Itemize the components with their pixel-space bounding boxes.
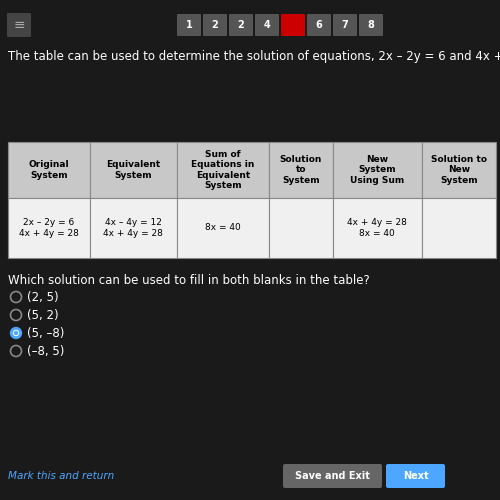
FancyBboxPatch shape xyxy=(281,14,305,36)
Text: ≡: ≡ xyxy=(13,18,25,32)
FancyBboxPatch shape xyxy=(422,198,496,258)
Text: 2: 2 xyxy=(212,20,218,30)
Text: (5, 2): (5, 2) xyxy=(27,308,58,322)
Text: (5, –8): (5, –8) xyxy=(27,326,64,340)
Text: Solution
to
System: Solution to System xyxy=(280,155,322,185)
FancyBboxPatch shape xyxy=(270,142,332,198)
FancyBboxPatch shape xyxy=(203,14,227,36)
FancyBboxPatch shape xyxy=(270,198,332,258)
Text: (–8, 5): (–8, 5) xyxy=(27,344,64,358)
FancyBboxPatch shape xyxy=(177,142,270,198)
Circle shape xyxy=(14,332,18,334)
Circle shape xyxy=(14,330,18,336)
Text: Solution to
New
System: Solution to New System xyxy=(431,155,487,185)
FancyBboxPatch shape xyxy=(177,198,270,258)
Text: The table can be used to determine the solution of equations, 2x – 2y = 6 and 4x: The table can be used to determine the s… xyxy=(8,50,500,63)
FancyBboxPatch shape xyxy=(8,198,89,258)
FancyBboxPatch shape xyxy=(229,14,253,36)
FancyBboxPatch shape xyxy=(307,14,331,36)
Text: 7: 7 xyxy=(342,20,348,30)
Text: 6: 6 xyxy=(316,20,322,30)
Text: Equivalent
System: Equivalent System xyxy=(106,160,160,180)
Text: Sum of
Equations in
Equivalent
System: Sum of Equations in Equivalent System xyxy=(192,150,255,190)
Text: 8x = 40: 8x = 40 xyxy=(206,224,241,232)
Text: 4x + 4y = 28
8x = 40: 4x + 4y = 28 8x = 40 xyxy=(348,218,407,238)
FancyBboxPatch shape xyxy=(332,198,422,258)
FancyBboxPatch shape xyxy=(386,464,445,488)
Text: Mark this and return: Mark this and return xyxy=(8,471,114,481)
FancyBboxPatch shape xyxy=(7,13,31,37)
FancyBboxPatch shape xyxy=(283,464,382,488)
Text: 8: 8 xyxy=(368,20,374,30)
FancyBboxPatch shape xyxy=(255,14,279,36)
FancyBboxPatch shape xyxy=(422,142,496,198)
Circle shape xyxy=(10,328,22,338)
Text: Next: Next xyxy=(402,471,428,481)
Text: 4x – 4y = 12
4x + 4y = 28: 4x – 4y = 12 4x + 4y = 28 xyxy=(104,218,163,238)
Text: 2: 2 xyxy=(238,20,244,30)
FancyBboxPatch shape xyxy=(332,142,422,198)
FancyBboxPatch shape xyxy=(90,198,177,258)
Text: 2x – 2y = 6
4x + 4y = 28: 2x – 2y = 6 4x + 4y = 28 xyxy=(19,218,79,238)
FancyBboxPatch shape xyxy=(333,14,357,36)
FancyBboxPatch shape xyxy=(8,142,89,198)
Text: (2, 5): (2, 5) xyxy=(27,290,58,304)
FancyBboxPatch shape xyxy=(90,142,177,198)
Text: 4: 4 xyxy=(264,20,270,30)
FancyBboxPatch shape xyxy=(177,14,201,36)
Text: Which solution can be used to fill in both blanks in the table?: Which solution can be used to fill in bo… xyxy=(8,274,370,287)
Text: 1: 1 xyxy=(186,20,192,30)
Text: Save and Exit: Save and Exit xyxy=(295,471,370,481)
FancyBboxPatch shape xyxy=(359,14,383,36)
Text: Original
System: Original System xyxy=(28,160,69,180)
Text: New
System
Using Sum: New System Using Sum xyxy=(350,155,405,185)
